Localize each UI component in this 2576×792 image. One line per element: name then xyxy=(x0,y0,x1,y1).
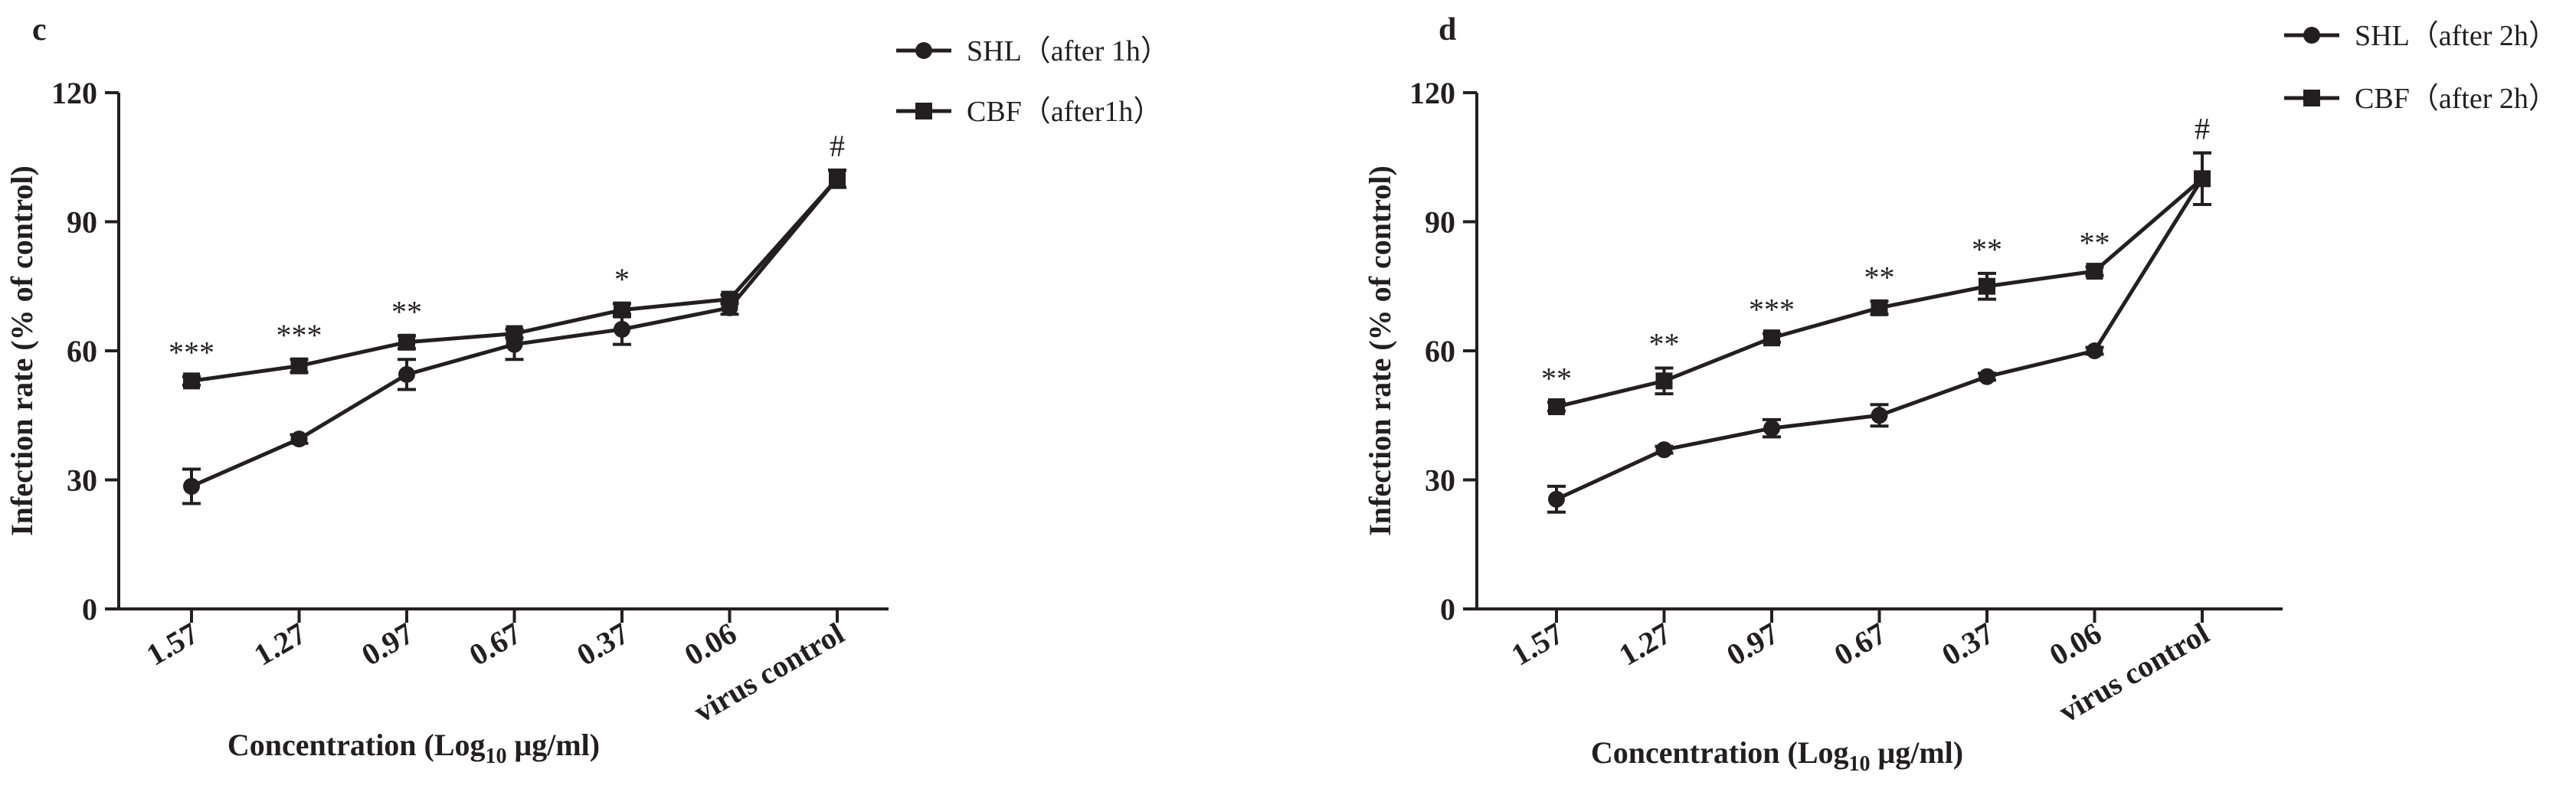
data-point xyxy=(2086,263,2103,280)
x-axis-title: Concentration (Log10 μg/ml) xyxy=(227,728,600,768)
data-point xyxy=(1871,407,1888,424)
x-tick-label: 0.06 xyxy=(2044,616,2107,673)
series-cbf xyxy=(182,169,846,390)
data-point xyxy=(398,333,415,351)
data-point xyxy=(614,320,630,338)
data-point xyxy=(506,325,523,342)
data-point xyxy=(290,357,308,375)
legend-item: SHL（after 2h） xyxy=(2284,20,2558,52)
data-point xyxy=(1871,299,1888,316)
series-shl xyxy=(1547,151,2211,514)
legend-item: SHL（after 1h） xyxy=(896,35,1170,67)
data-point xyxy=(1655,372,1673,390)
y-tick-label: 90 xyxy=(1425,205,1455,240)
x-tick-label: 0.06 xyxy=(679,616,742,673)
significance-label: *** xyxy=(1749,293,1795,327)
legend-marker xyxy=(915,42,932,59)
legend-label: SHL（after 2h） xyxy=(2355,20,2558,52)
y-tick-label: 30 xyxy=(1425,463,1455,498)
significance-label: * xyxy=(614,262,630,296)
significance-label: ** xyxy=(2080,225,2110,260)
legend-item: CBF（after1h） xyxy=(896,96,1162,128)
significance-label: *** xyxy=(169,335,214,370)
y-axis-title: Infection rate (% of control) xyxy=(5,165,39,536)
data-point xyxy=(398,365,415,383)
data-point xyxy=(614,301,630,319)
y-tick-label: 60 xyxy=(67,334,97,368)
y-tick-label: 0 xyxy=(1440,592,1455,627)
series-cbf xyxy=(1547,151,2211,416)
x-tick-label: 0.97 xyxy=(355,616,419,673)
x-tick-label: 0.37 xyxy=(571,616,634,673)
x-axis-title: Concentration (Log10 μg/ml) xyxy=(1591,735,1963,776)
panel-label: c xyxy=(32,12,47,47)
data-point xyxy=(2194,170,2211,188)
y-axis-title: Infection rate (% of control) xyxy=(1363,165,1397,536)
data-point xyxy=(1548,490,1565,508)
significance-label: # xyxy=(2195,112,2210,146)
data-point xyxy=(829,170,846,188)
significance-label: # xyxy=(830,129,845,163)
data-point xyxy=(1979,368,1995,385)
x-tick-label: 0.37 xyxy=(1936,616,1999,673)
y-tick-label: 60 xyxy=(1425,334,1455,368)
data-point xyxy=(1548,398,1565,416)
legend-label: SHL（after 1h） xyxy=(967,35,1170,67)
significance-label: ** xyxy=(1972,232,2002,267)
x-tick-label: 0.67 xyxy=(463,616,527,673)
y-tick-label: 0 xyxy=(82,592,97,627)
data-point xyxy=(1763,329,1780,347)
data-point xyxy=(1655,441,1673,459)
x-tick-label: 1.27 xyxy=(248,616,312,673)
y-tick-label: 120 xyxy=(1409,76,1455,110)
y-tick-label: 90 xyxy=(67,205,97,240)
y-tick-label: 30 xyxy=(67,463,97,498)
significance-label: ** xyxy=(1541,361,1572,395)
data-point xyxy=(1979,277,1995,295)
x-tick-label: 0.97 xyxy=(1720,616,1784,673)
data-point xyxy=(290,430,308,448)
legend-marker xyxy=(2303,27,2320,44)
x-tick-label: 1.57 xyxy=(140,616,204,673)
x-tick-label: 1.27 xyxy=(1613,616,1677,673)
data-point xyxy=(183,477,200,495)
significance-label: ** xyxy=(1649,326,1680,361)
data-point xyxy=(183,372,200,390)
legend-label: CBF（after1h） xyxy=(967,96,1162,128)
legend-marker xyxy=(2303,90,2320,106)
significance-label: ** xyxy=(391,294,422,329)
legend-marker xyxy=(915,103,932,119)
x-tick-label: 1.57 xyxy=(1505,616,1569,673)
x-tick-label: 0.67 xyxy=(1828,616,1892,673)
legend-item: CBF（after 2h） xyxy=(2284,83,2558,115)
y-tick-label: 120 xyxy=(51,76,97,110)
legend-label: CBF（after 2h） xyxy=(2355,83,2558,115)
significance-label: *** xyxy=(277,318,322,352)
panel-label: d xyxy=(1439,12,1456,47)
data-point xyxy=(2086,342,2103,359)
data-point xyxy=(1763,420,1780,437)
significance-label: ** xyxy=(1864,260,1895,294)
data-point xyxy=(721,290,738,308)
